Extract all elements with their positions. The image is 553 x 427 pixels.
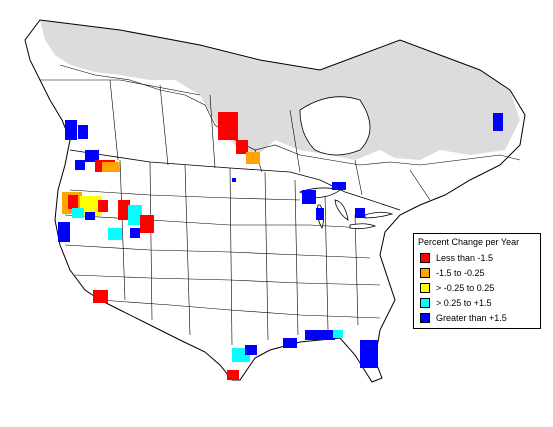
patch-increase: [130, 228, 140, 238]
change-patches: [58, 112, 503, 380]
legend-item-neg-1-5-to-neg-0-25: -1.5 to -0.25: [420, 267, 485, 279]
patch-decrease: [118, 200, 130, 220]
legend-label: > -0.25 to 0.25: [436, 283, 495, 293]
patch-increase: [302, 190, 316, 204]
patch-increase: [232, 178, 236, 182]
patch-decrease: [68, 195, 78, 209]
legend-swatch: [420, 298, 430, 308]
patch-increase: [305, 330, 335, 340]
state-boundaries: [64, 159, 381, 346]
patch-increase: [58, 222, 70, 242]
patch-increase: [332, 182, 346, 190]
patch-decrease: [93, 290, 108, 303]
legend-label: Greater than +1.5: [436, 313, 507, 323]
patch-increase: [245, 345, 257, 355]
patch-increase: [78, 125, 88, 139]
patch-increase: [85, 150, 99, 162]
patch-increase: [316, 208, 324, 220]
legend-item-greater-than-1-5: Greater than +1.5: [420, 312, 507, 324]
patch-increase: [493, 113, 503, 131]
legend-label: Less than -1.5: [436, 253, 494, 263]
legend: Percent Change per Year Less than -1.5 -…: [413, 233, 541, 329]
patch-decrease: [227, 370, 239, 380]
patch-decrease: [236, 140, 248, 154]
patch-increase: [85, 212, 95, 220]
southern-unsurveyed-edge: [59, 64, 521, 166]
patch-increase: [65, 120, 77, 140]
legend-swatch: [420, 253, 430, 263]
northern-unsurveyed-region: [40, 20, 520, 160]
legend-item-neg-0-25-to-0-25: > -0.25 to 0.25: [420, 282, 494, 294]
patch-increase: [355, 208, 365, 218]
legend-label: > 0.25 to +1.5: [436, 298, 492, 308]
legend-label: -1.5 to -0.25: [436, 268, 485, 278]
patch-decrease: [140, 215, 154, 233]
patch-increase: [75, 160, 85, 170]
patch-decrease: [218, 112, 238, 140]
legend-swatch: [420, 268, 430, 278]
patch-increase: [283, 338, 297, 348]
patch-moderate-decrease: [246, 152, 260, 164]
legend-title: Percent Change per Year: [418, 237, 520, 247]
province-boundaries: [40, 79, 431, 201]
patch-decrease: [98, 200, 108, 212]
legend-item-less-than-neg-1-5: Less than -1.5: [420, 252, 493, 264]
patch-moderate-decrease: [102, 162, 120, 172]
patch-slight-increase: [72, 208, 84, 218]
patch-slight-increase: [333, 330, 343, 338]
continent-outline: [24, 19, 526, 383]
legend-item-0-25-to-1-5: > 0.25 to +1.5: [420, 297, 492, 309]
patch-slight-increase: [128, 205, 142, 225]
patch-increase: [360, 340, 378, 368]
legend-swatch: [420, 283, 430, 293]
canada-us-border: [69, 149, 401, 211]
legend-swatch: [420, 313, 430, 323]
hudson-bay: [299, 96, 371, 156]
patch-stable: [80, 196, 102, 216]
patch-slight-increase: [108, 228, 122, 240]
